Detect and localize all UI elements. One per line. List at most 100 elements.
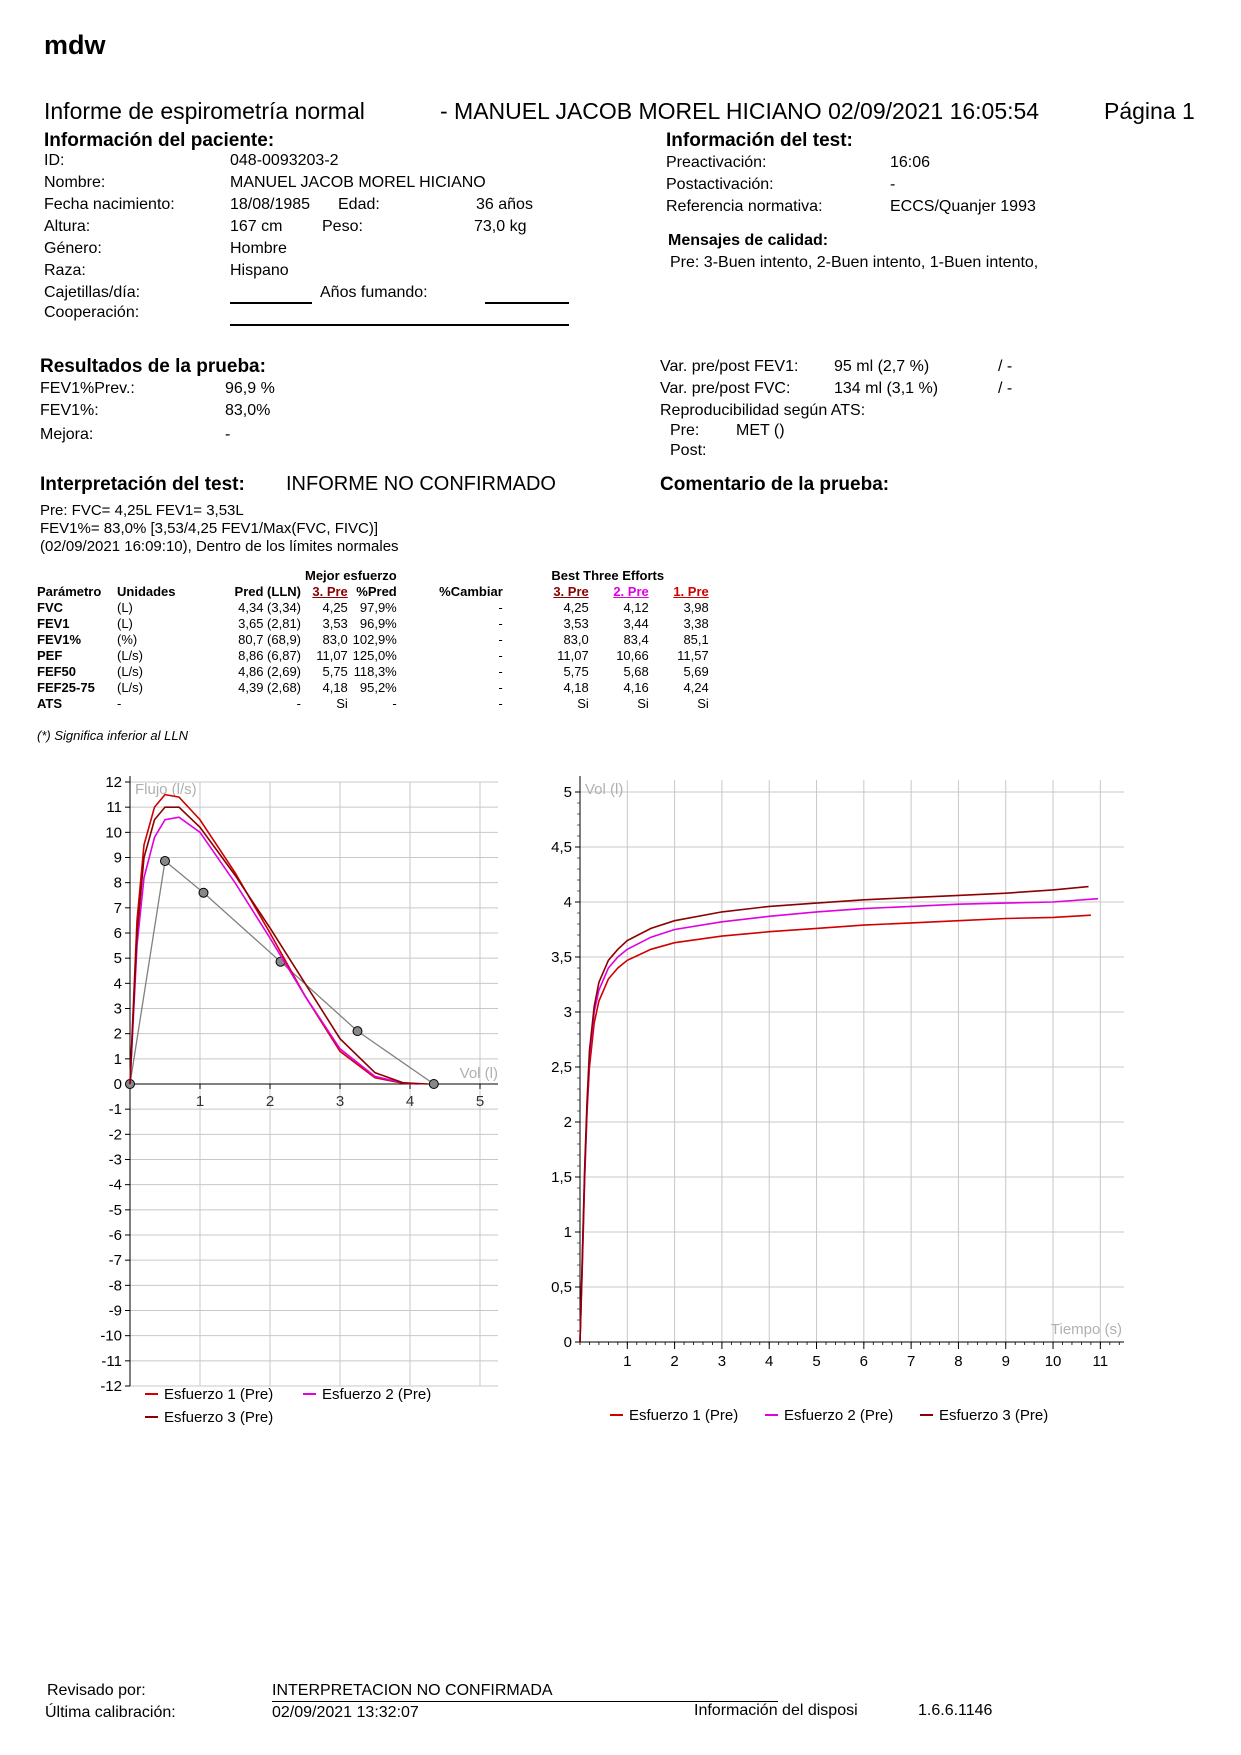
improvement-label: Mejora: [40, 426, 94, 443]
improvement-value: - [225, 426, 231, 443]
cooperation-line [230, 324, 569, 326]
quality-title: Mensajes de calidad: [668, 232, 829, 249]
table-row: FEV1% (%) 80,7 (68,9) 83,0 102,9% - 83,0 83,… [37, 632, 709, 647]
y-tick-label: 2 [564, 1114, 572, 1131]
var-fev1-label: Var. pre/post FEV1: [660, 358, 799, 375]
var-fev1-post: / - [998, 358, 1013, 375]
predicted-point [198, 887, 209, 898]
table-row: PEF (L/s) 8,86 (6,87) 11,07 125,0% - 11,07 1… [37, 648, 709, 663]
y-tick-label: 0,5 [551, 1279, 572, 1296]
flow-curve-2 [129, 816, 419, 1085]
col-pred: Pred (LLN) [234, 584, 301, 599]
volume-curve-2 [579, 897, 1099, 1343]
gender-value: Hombre [230, 240, 287, 257]
x-tick-label: 9 [1002, 1353, 1010, 1370]
reference-label: Referencia normativa: [666, 198, 823, 215]
var-fev1-value: 95 ml (2,7 %) [834, 358, 930, 375]
x-tick-label: 1 [196, 1093, 204, 1110]
name-label: Nombre: [44, 174, 106, 191]
height-value: 167 cm [230, 218, 283, 235]
y-tick-label: 2,5 [551, 1059, 572, 1076]
volume-curve-3 [579, 885, 1089, 1343]
col-change: %Cambiar [439, 584, 503, 599]
interpretation-title: Interpretación del test: [40, 474, 245, 495]
x-tick-label: 11 [1093, 1353, 1109, 1370]
patient-section-title: Información del paciente: [44, 130, 275, 151]
y-tick-label: 1,5 [551, 1169, 572, 1186]
table-row: FEF50 (L/s) 4,86 (2,69) 5,75 118,3% - 5,75 5… [37, 664, 709, 679]
y-tick-label: 3 [114, 1001, 122, 1018]
volume-curve-1 [579, 914, 1091, 1343]
repro-post-label: Post: [670, 442, 707, 459]
race-label: Raza: [44, 262, 86, 279]
y-tick-label: 5 [114, 950, 122, 967]
y-axis-label: Flujo (l/s) [135, 781, 197, 798]
y-tick-label: 11 [106, 799, 122, 816]
x-tick-label: 4 [765, 1353, 773, 1370]
weight-label: Peso: [322, 218, 363, 235]
packs-label: Cajetillas/día: [44, 284, 141, 301]
best-effort-header: Mejor esfuerzo [305, 568, 397, 583]
calibration-label: Última calibración: [45, 1704, 176, 1721]
name-value: MANUEL JACOB MOREL HICIANO [230, 174, 486, 191]
y-tick-label: 4 [564, 894, 572, 911]
y-tick-label: 4 [114, 975, 122, 992]
results-table: Mejor esfuerzo Best Three Efforts Paráme… [37, 568, 713, 712]
y-tick-label: -5 [109, 1202, 122, 1219]
table-row: FEV1 (L) 3,65 (2,81) 3,53 96,9% - 3,53 3,44 … [37, 616, 709, 631]
y-tick-label: 0 [114, 1076, 122, 1093]
y-tick-label: -12 [100, 1378, 122, 1395]
y-tick-label: 1 [114, 1051, 122, 1068]
flow-curve-1 [129, 793, 418, 1085]
post-activation-label: Postactivación: [666, 176, 774, 193]
legend-label-1: Esfuerzo 1 (Pre) [164, 1386, 273, 1403]
best-three-header: Best Three Efforts [551, 568, 665, 583]
table-row: FEF25-75 (L/s) 4,39 (2,68) 4,18 95,2% - 4,1… [37, 680, 709, 695]
flow-volume-chart: 1211109876543210-1-2-3-4-5-6-7-8-9-10-11… [100, 774, 498, 1426]
y-tick-label: -6 [109, 1227, 122, 1244]
y-tick-label: 1 [564, 1224, 572, 1241]
x-tick-label: 8 [954, 1353, 962, 1370]
interpretation-status: INFORME NO CONFIRMADO [286, 473, 556, 495]
fev1pct-label: FEV1%: [40, 402, 99, 419]
y-tick-label: 12 [105, 774, 122, 791]
y-tick-label: 7 [114, 900, 122, 917]
legend-label-3: Esfuerzo 3 (Pre) [164, 1409, 273, 1426]
race-value: Hispano [230, 262, 289, 279]
table-footnote: (*) Significa inferior al LLN [37, 728, 189, 743]
y-tick-label: 3 [564, 1004, 572, 1021]
predicted-point [352, 1026, 363, 1037]
x-axis-label: Vol (l) [460, 1065, 498, 1082]
y-tick-label: 3,5 [551, 949, 572, 966]
legend-label-2: Esfuerzo 2 (Pre) [322, 1386, 431, 1403]
legend-label-2: Esfuerzo 2 (Pre) [784, 1407, 893, 1424]
fev1pct-value: 83,0% [225, 402, 271, 419]
interpretation-line2: FEV1%= 83,0% [3,53/4,25 FEV1/Max(FVC, FI… [40, 520, 379, 537]
y-tick-label: -10 [100, 1328, 122, 1345]
repro-pre-value: MET () [736, 422, 785, 439]
dob-label: Fecha nacimiento: [44, 196, 175, 213]
y-tick-label: 6 [114, 925, 122, 942]
table-row: FVC (L) 4,34 (3,34) 4,25 97,9% - 4,25 4,12 3… [37, 600, 709, 615]
y-tick-label: -7 [109, 1252, 122, 1269]
age-label: Edad: [338, 196, 380, 213]
page-number: Página 1 [1104, 98, 1195, 124]
col-pre3: 3. Pre [312, 584, 348, 599]
logo: mdw [44, 30, 106, 60]
col-e3: 3. Pre [553, 584, 589, 599]
var-fvc-post: / - [998, 380, 1013, 397]
y-tick-label: 10 [105, 824, 122, 841]
x-tick-label: 3 [718, 1353, 726, 1370]
y-tick-label: 8 [114, 875, 122, 892]
version-value: 1.6.6.1146 [918, 1702, 993, 1719]
pre-activation-label: Preactivación: [666, 154, 767, 171]
y-tick-label: -4 [109, 1177, 122, 1194]
x-tick-label: 6 [860, 1353, 868, 1370]
col-e2: 2. Pre [613, 584, 649, 599]
age-value: 36 años [476, 196, 533, 213]
y-tick-label: 4,5 [551, 839, 572, 856]
col-pctpred: %Pred [356, 584, 397, 599]
var-fvc-label: Var. pre/post FVC: [660, 380, 791, 397]
predicted-line [129, 859, 435, 1085]
legend-label-3: Esfuerzo 3 (Pre) [939, 1407, 1048, 1424]
